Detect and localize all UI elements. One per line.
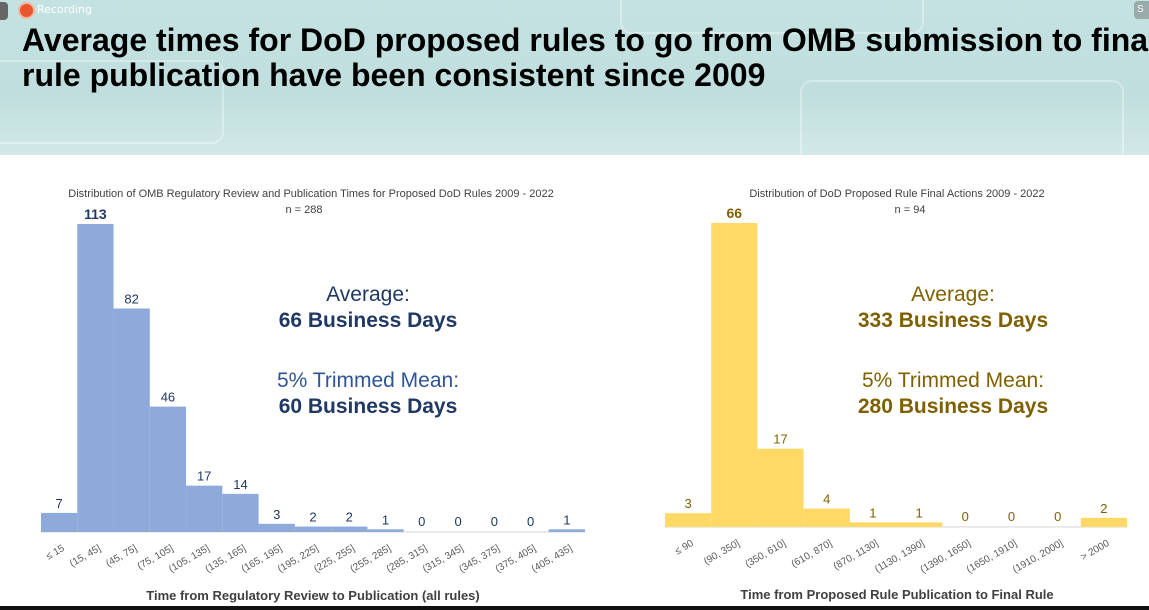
bar <box>149 406 187 532</box>
category-tick-label: (1650, 1910] <box>965 538 1019 576</box>
data-label: 0 <box>962 509 969 524</box>
category-tick-label: (1390, 1650] <box>919 538 973 576</box>
right-trimmed-value: 280 Business Days <box>857 395 1049 418</box>
data-label: 66 <box>727 205 743 221</box>
bar <box>439 531 477 532</box>
bar <box>258 523 295 532</box>
bottom-border <box>0 606 1149 610</box>
bar <box>548 529 585 532</box>
right-average-label: Average: <box>911 283 995 306</box>
bar <box>1080 517 1127 527</box>
bar <box>41 512 78 532</box>
category-tick-label: (45, 75] <box>104 543 139 570</box>
data-label: 1 <box>915 505 922 520</box>
category-tick-label: > 2000 <box>1079 538 1112 563</box>
title-line-2: rule publication have been consistent si… <box>22 57 766 93</box>
left-chart-subtitle: n = 288 <box>285 204 322 216</box>
data-label: 14 <box>233 477 247 492</box>
left-chart-title: Distribution of OMB Regulatory Review an… <box>68 188 553 200</box>
data-label: 4 <box>823 492 830 507</box>
data-label: 2 <box>346 510 353 525</box>
left-x-axis-label: Time from Regulatory Review to Publicati… <box>146 588 480 603</box>
decoration <box>0 60 224 144</box>
category-tick-label: (1130, 1390] <box>873 538 927 575</box>
bar <box>988 526 1035 527</box>
category-tick-label: (350, 610] <box>743 538 788 570</box>
decoration <box>620 0 924 34</box>
right-chart-subtitle: n = 94 <box>895 204 926 216</box>
bar <box>1034 526 1081 527</box>
data-label: 0 <box>1008 509 1015 524</box>
data-label: 82 <box>124 291 138 306</box>
data-label: 0 <box>418 514 425 529</box>
bar <box>294 526 332 532</box>
right-stats: Average: 333 Business Days 5% Trimmed Me… <box>813 282 1093 420</box>
bar <box>512 531 549 532</box>
left-trimmed-value: 60 Business Days <box>278 395 458 418</box>
decoration <box>800 80 1124 155</box>
right-chart-title: Distribution of DoD Proposed Rule Final … <box>749 188 1044 200</box>
right-trimmed-label: 5% Trimmed Mean: <box>861 369 1045 392</box>
right-panel-tab[interactable]: S <box>1134 1 1149 19</box>
data-label: 17 <box>773 432 787 447</box>
category-tick-label: (405, 435] <box>530 543 575 575</box>
bar <box>113 308 150 532</box>
data-label: 0 <box>527 514 534 529</box>
bar <box>803 508 850 527</box>
data-label: 7 <box>56 496 63 511</box>
data-label: 0 <box>454 514 461 529</box>
recording-indicator: Recording <box>20 2 92 18</box>
bar <box>757 448 804 527</box>
left-trimmed-label: 5% Trimmed Mean: <box>276 369 460 392</box>
data-label: 1 <box>563 512 570 527</box>
bar <box>476 531 513 532</box>
left-average-label: Average: <box>326 283 410 306</box>
data-label: 3 <box>684 496 691 511</box>
left-panel-tab[interactable] <box>0 2 8 20</box>
recording-label: Recording <box>37 3 93 16</box>
data-label: 0 <box>1054 509 1061 524</box>
category-tick-label: ≤ 90 <box>673 538 696 557</box>
data-label: 3 <box>273 507 280 522</box>
category-tick-label: (610, 870] <box>790 538 835 570</box>
slide-header: Recording S Average times for DoD propos… <box>0 0 1149 155</box>
bar <box>331 526 368 532</box>
bar <box>896 522 943 527</box>
category-tick-label: ≤ 15 <box>44 543 67 562</box>
right-average-value: 333 Business Days <box>857 309 1049 332</box>
category-tick-label: (90, 350] <box>702 538 742 567</box>
bar <box>849 522 896 527</box>
title-line-1: Average times for DoD proposed rules to … <box>22 22 1149 58</box>
bar <box>942 526 989 527</box>
data-label: 46 <box>161 390 175 405</box>
bar <box>77 224 114 532</box>
bar <box>222 493 259 532</box>
bar <box>665 513 712 527</box>
recording-icon <box>20 3 33 17</box>
slide-title: Average times for DoD proposed rules to … <box>22 23 1148 93</box>
data-label: 2 <box>309 510 316 525</box>
bar <box>367 529 404 532</box>
data-label: 113 <box>84 206 107 222</box>
right-x-axis-label: Time from Proposed Rule Publication to F… <box>740 587 1053 602</box>
bar <box>403 531 440 532</box>
category-tick-label: (15, 45] <box>68 543 103 570</box>
data-label: 2 <box>1100 501 1107 516</box>
category-tick-label: (1910, 2000] <box>1011 538 1065 576</box>
data-label: 1 <box>869 505 876 520</box>
data-label: 0 <box>491 514 498 529</box>
bar <box>711 223 758 527</box>
data-label: 1 <box>382 512 389 527</box>
left-stats: Average: 66 Business Days 5% Trimmed Mea… <box>228 282 508 420</box>
left-average-value: 66 Business Days <box>278 309 458 332</box>
data-label: 17 <box>197 469 211 484</box>
bar <box>186 485 223 532</box>
